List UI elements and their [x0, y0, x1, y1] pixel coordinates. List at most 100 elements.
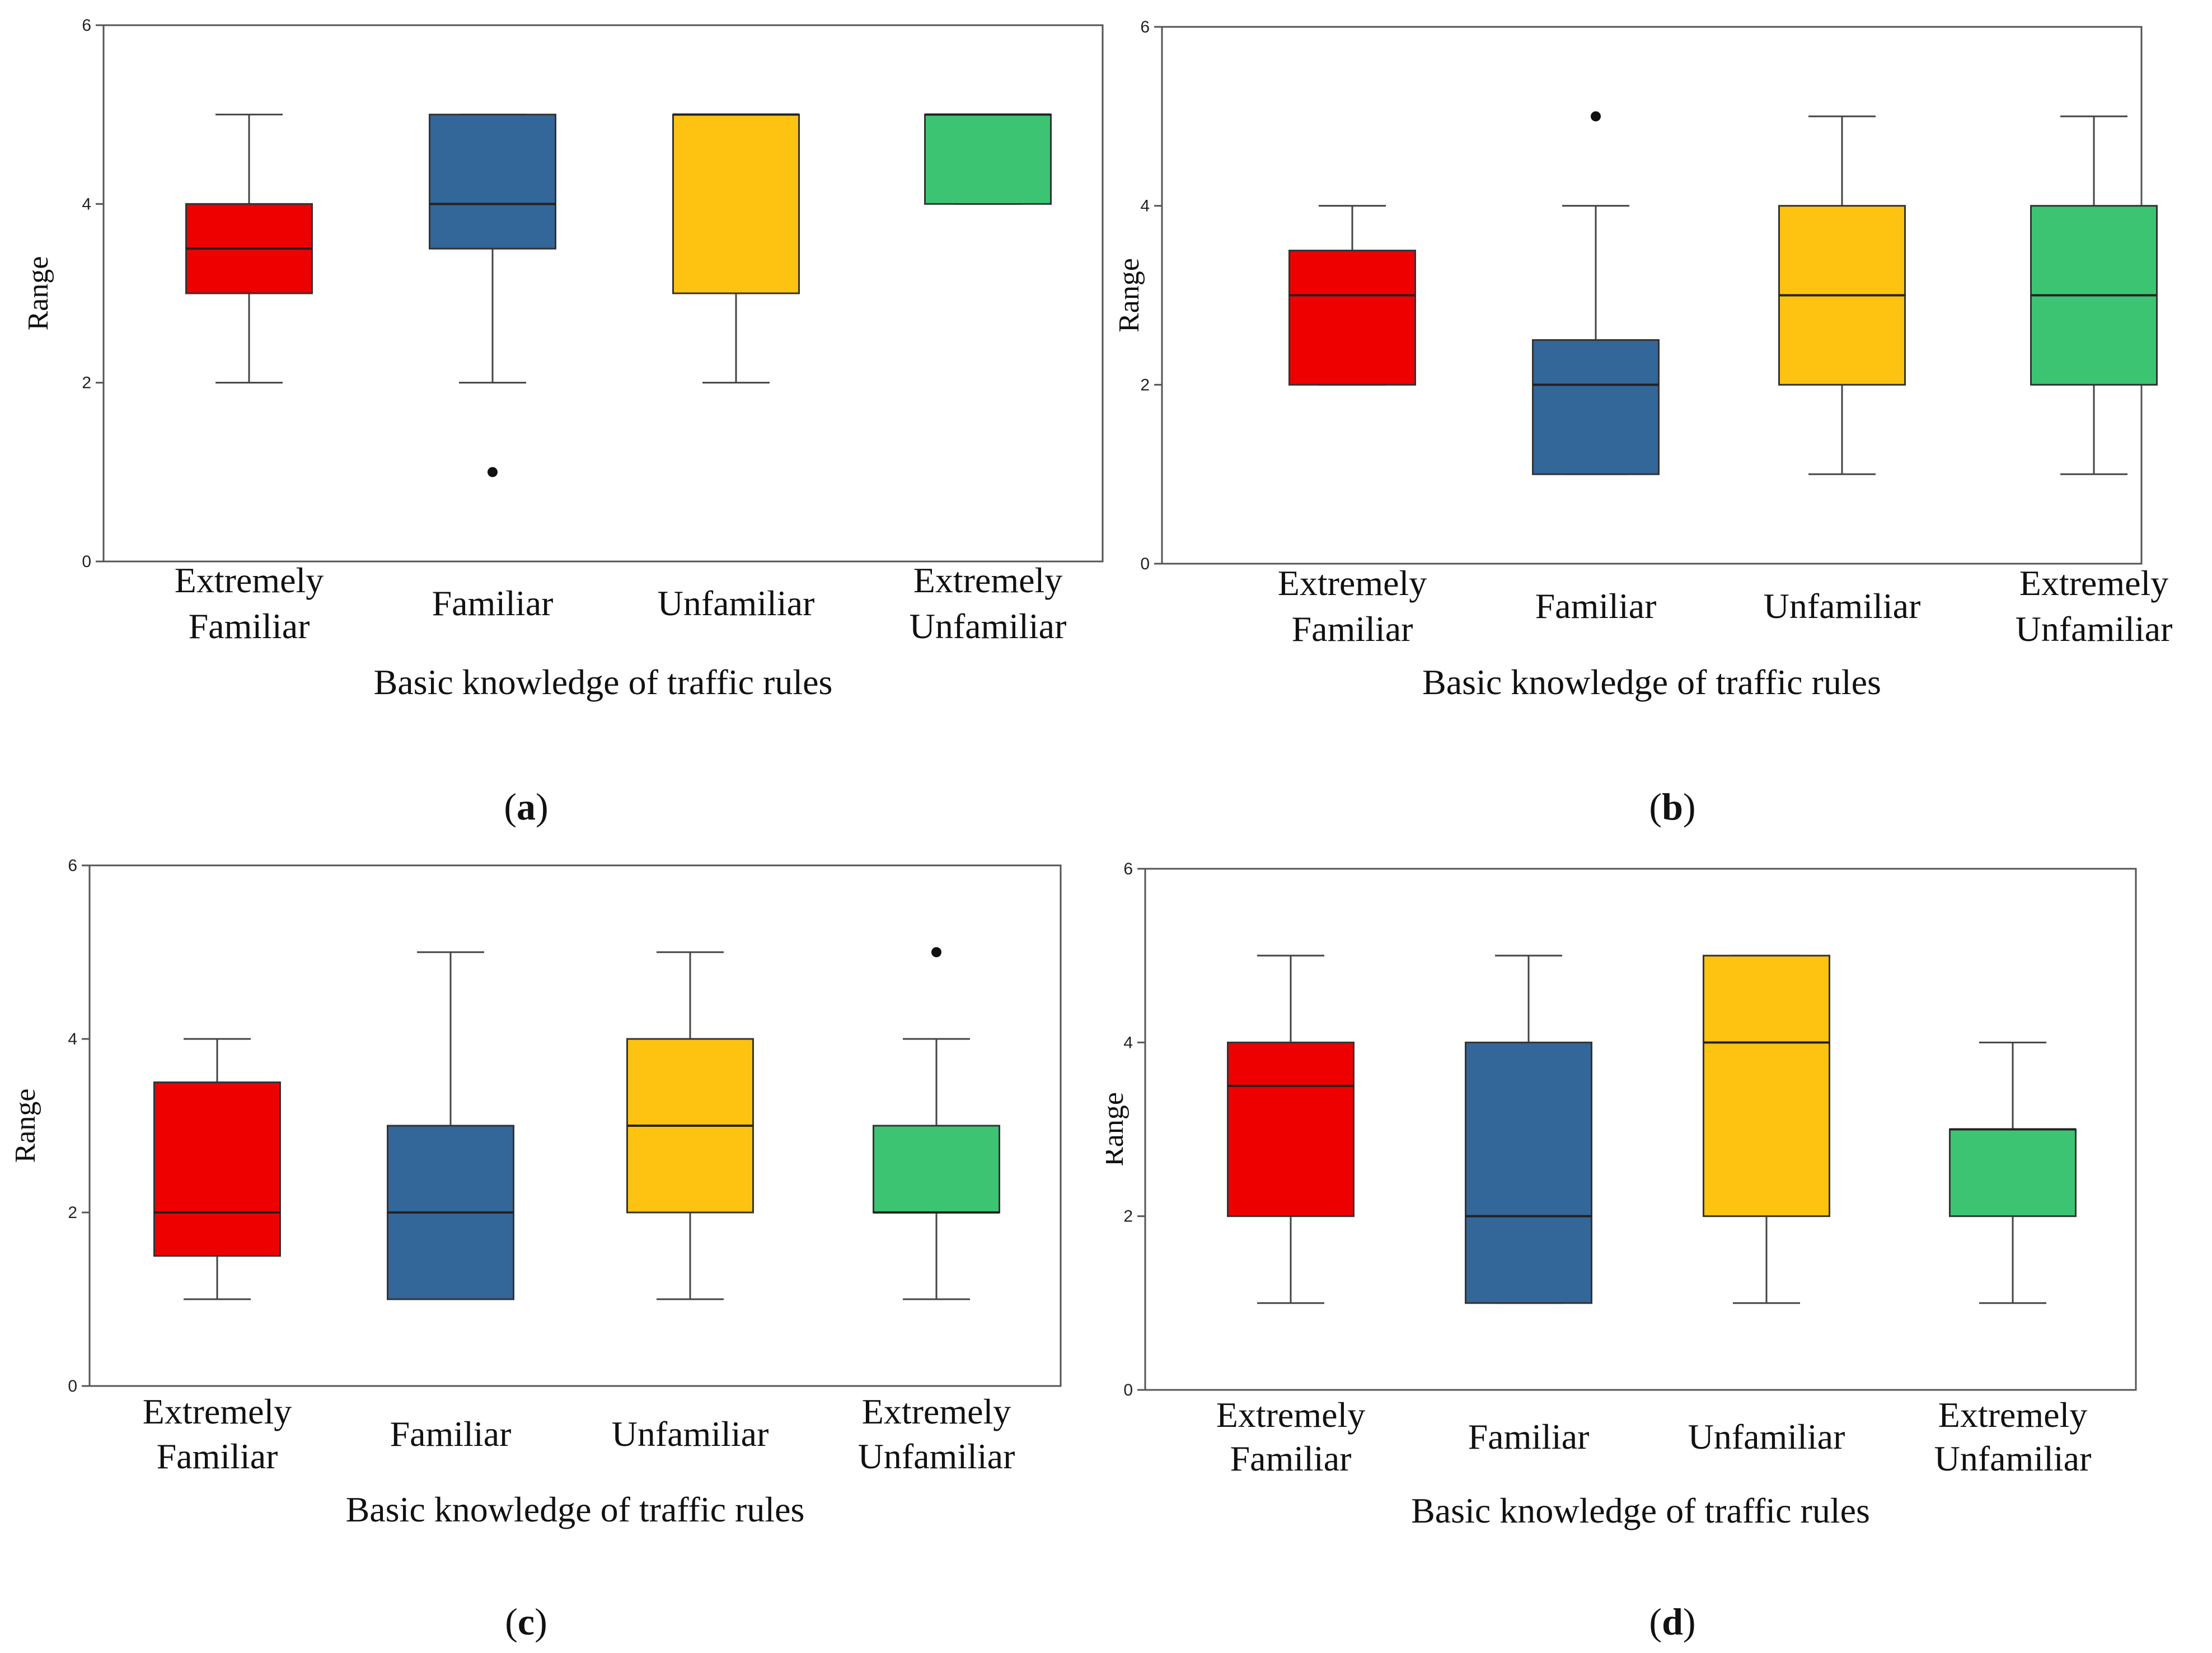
y-axis-label: Range [1106, 1092, 1130, 1167]
panel-c-category-label-2: Unfamiliar [612, 1414, 769, 1454]
panel-a-box-1 [429, 114, 556, 477]
category-label-line: Familiar [157, 1436, 278, 1476]
y-tick-label: 4 [1123, 1033, 1133, 1052]
y-tick-label: 2 [1140, 376, 1150, 394]
panel-a-caption: (a) [504, 785, 549, 828]
panel-d-chart: 0 2 4 6 Range Extremely Familiar Familiar Unfami… [1106, 860, 2137, 1530]
y-tick-label: 6 [1123, 860, 1133, 878]
category-label-line: Unfamiliar [2016, 609, 2173, 649]
outlier-point [931, 947, 941, 957]
panel-d-category-label-3: Extremely Unfamiliar [1934, 1395, 2092, 1478]
category-label-line: Unfamiliar [910, 606, 1067, 646]
x-axis-label: Basic knowledge of traffic rules [346, 1490, 805, 1529]
y-axis-label: Range [22, 256, 54, 331]
panel-a-chart: 0 2 4 6 Range Extremely Familiar Familiar Unfami… [22, 16, 1104, 702]
y-tick-label: 2 [68, 1204, 77, 1222]
y-axis-label: Range [10, 1089, 41, 1163]
category-label-line: Extremely [1216, 1395, 1366, 1435]
panel-c-category-label-1: Familiar [390, 1414, 512, 1454]
panel-d-box-0 [1227, 954, 1355, 1304]
panel-d-caption: (d) [1649, 1600, 1696, 1643]
panel-b-box-0 [1288, 205, 1416, 386]
panel-d-caption-letter: d [1662, 1600, 1683, 1643]
category-label-line: Extremely [862, 1392, 1011, 1431]
plot-frame [88, 864, 1062, 1387]
category-label-line: Extremely [2019, 563, 2169, 603]
y-axis-label: Range [1113, 258, 1145, 333]
outlier-point [488, 467, 498, 477]
panel-d-box-1 [1465, 954, 1592, 1304]
panel-b-category-label-3: Extremely Unfamiliar [2016, 563, 2173, 649]
x-axis-label: Basic knowledge of traffic rules [374, 662, 833, 702]
box-iqr [873, 1125, 1000, 1214]
panel-c-category-label-0: Extremely Familiar [143, 1392, 292, 1476]
panel-b-category-label-2: Unfamiliar [1764, 586, 1921, 626]
category-label-line: Familiar [1230, 1439, 1352, 1478]
panel-b-box-2 [1778, 115, 1906, 475]
panel-b-box-1 [1532, 111, 1660, 475]
y-tick-label: 6 [68, 856, 77, 875]
y-tick-label: 6 [1140, 18, 1150, 36]
box-iqr [1703, 954, 1830, 1217]
box-iqr [1465, 1041, 1592, 1304]
panel-b-category-label-1: Familiar [1535, 586, 1657, 626]
y-tick-label: 6 [82, 16, 91, 35]
y-tick-label: 0 [1140, 555, 1150, 573]
panel-c-category-label-3: Extremely Unfamiliar [858, 1392, 1015, 1476]
panel-c-box-1 [387, 951, 514, 1300]
y-tick-label: 4 [1140, 197, 1150, 216]
panel-a-box-3 [924, 113, 1052, 205]
panel-d-category-label-2: Unfamiliar [1688, 1417, 1845, 1457]
panel-b-box-3 [2030, 115, 2158, 475]
x-axis-label: Basic knowledge of traffic rules [1422, 662, 1881, 702]
box-iqr [924, 114, 1052, 205]
panel-a-category-label-3: Extremely Unfamiliar [910, 560, 1067, 646]
plot-frame [1144, 868, 2137, 1391]
panel-a-category-label-1: Familiar [432, 583, 554, 623]
panel-a-box-0 [185, 114, 313, 384]
box-iqr [1532, 339, 1660, 475]
box-iqr [1949, 1128, 2077, 1217]
panel-b-caption-letter: b [1662, 785, 1683, 828]
y-tick-label: 4 [82, 195, 91, 213]
category-label-line: Unfamiliar [858, 1436, 1015, 1476]
panel-a-category-label-2: Unfamiliar [658, 583, 815, 623]
panel-a-caption-letter: a [517, 785, 536, 828]
category-label-line: Extremely [1278, 563, 1427, 603]
category-label-line: Extremely [1938, 1395, 2088, 1435]
panel-d-box-3 [1949, 1041, 2077, 1304]
y-tick-label: 0 [1123, 1381, 1133, 1399]
y-tick-label: 2 [82, 374, 91, 392]
panel-b-caption: (b) [1649, 785, 1696, 828]
category-label-line: Extremely [175, 560, 324, 600]
panel-d-box-2 [1703, 954, 1830, 1304]
panel-b-category-label-0: Extremely Familiar [1278, 563, 1427, 649]
panel-d-category-label-1: Familiar [1468, 1417, 1590, 1457]
panel-c-box-0 [153, 1038, 281, 1300]
box-iqr [1288, 250, 1416, 386]
panel-d-category-label-0: Extremely Familiar [1216, 1395, 1366, 1478]
category-label-line: Familiar [189, 606, 310, 646]
box-iqr [429, 114, 556, 250]
panel-c-caption-letter: c [517, 1600, 535, 1643]
category-label-line: Unfamiliar [1934, 1439, 2092, 1478]
panel-b-chart: 0 2 4 6 Range Extremely Familiar Familiar Unfami… [1113, 18, 2173, 702]
panel-c-caption: (c) [505, 1600, 547, 1643]
y-tick-label: 2 [1123, 1207, 1133, 1226]
panel-c-box-3 [873, 947, 1000, 1300]
box-iqr [1227, 1041, 1355, 1217]
panel-c-box-2 [626, 951, 754, 1300]
outlier-point [1591, 111, 1601, 121]
category-label-line: Familiar [1292, 609, 1413, 649]
panel-a-box-2 [672, 113, 800, 384]
box-iqr [153, 1081, 281, 1257]
y-tick-label: 0 [68, 1377, 77, 1396]
panel-c-chart: 0 2 4 6 Range Extremely Familiar Familiar Unfami… [10, 856, 1062, 1529]
box-iqr [672, 114, 800, 294]
x-axis-label: Basic knowledge of traffic rules [1411, 1491, 1870, 1530]
panel-a-category-label-0: Extremely Familiar [175, 560, 324, 646]
category-label-line: Extremely [143, 1392, 292, 1431]
category-label-line: Extremely [913, 560, 1063, 600]
plot-frame [102, 24, 1104, 563]
